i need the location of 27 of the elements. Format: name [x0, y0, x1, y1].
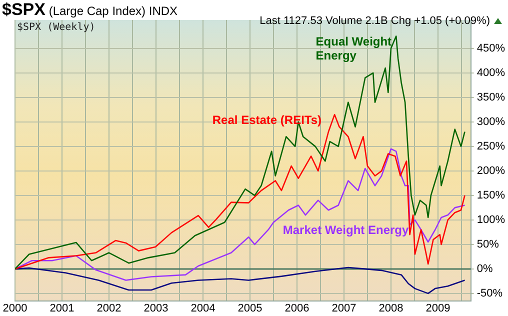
series-label: Real Estate (REITs) [212, 112, 322, 127]
x-tick-label: 2005 [238, 302, 262, 314]
series-label: Market Weight Energy [282, 223, 410, 238]
y-tick-label: 50% [476, 238, 500, 250]
y-tick-label: 200% [476, 164, 506, 177]
y-tick-label: -50% [476, 287, 503, 300]
y-tick-label: 400% [476, 66, 506, 79]
chart-title: $SPX (Large Cap Index) INDX [2, 0, 178, 20]
x-tick-label: 2002 [96, 302, 122, 314]
x-tick-label: 2009 [426, 302, 450, 314]
x-tick-label: 2008 [378, 302, 404, 314]
y-tick-label: 300% [476, 116, 506, 128]
annotation: Last 1127.53 Volume 2.1B Chg +1.05 (+0.09%) [260, 15, 490, 27]
y-tick-label: 150% [476, 189, 506, 202]
y-tick-label: 0% [476, 262, 493, 275]
x-tick-label: 2003 [144, 302, 168, 314]
x-tick-label: 2004 [190, 302, 216, 314]
y-tick-label: 350% [476, 91, 506, 104]
y-tick-label: 450% [476, 42, 506, 54]
x-tick-label: 2000 [2, 302, 28, 314]
x-tick-label: 2006 [284, 302, 310, 314]
annotation: $SPX (Weekly) [17, 22, 96, 33]
x-tick-label: 2007 [332, 302, 356, 314]
y-tick-label: 100% [476, 214, 506, 226]
y-tick-label: 250% [476, 140, 506, 152]
series-label: Equal Weight Energy [316, 34, 392, 62]
x-tick-label: 2001 [50, 302, 74, 314]
